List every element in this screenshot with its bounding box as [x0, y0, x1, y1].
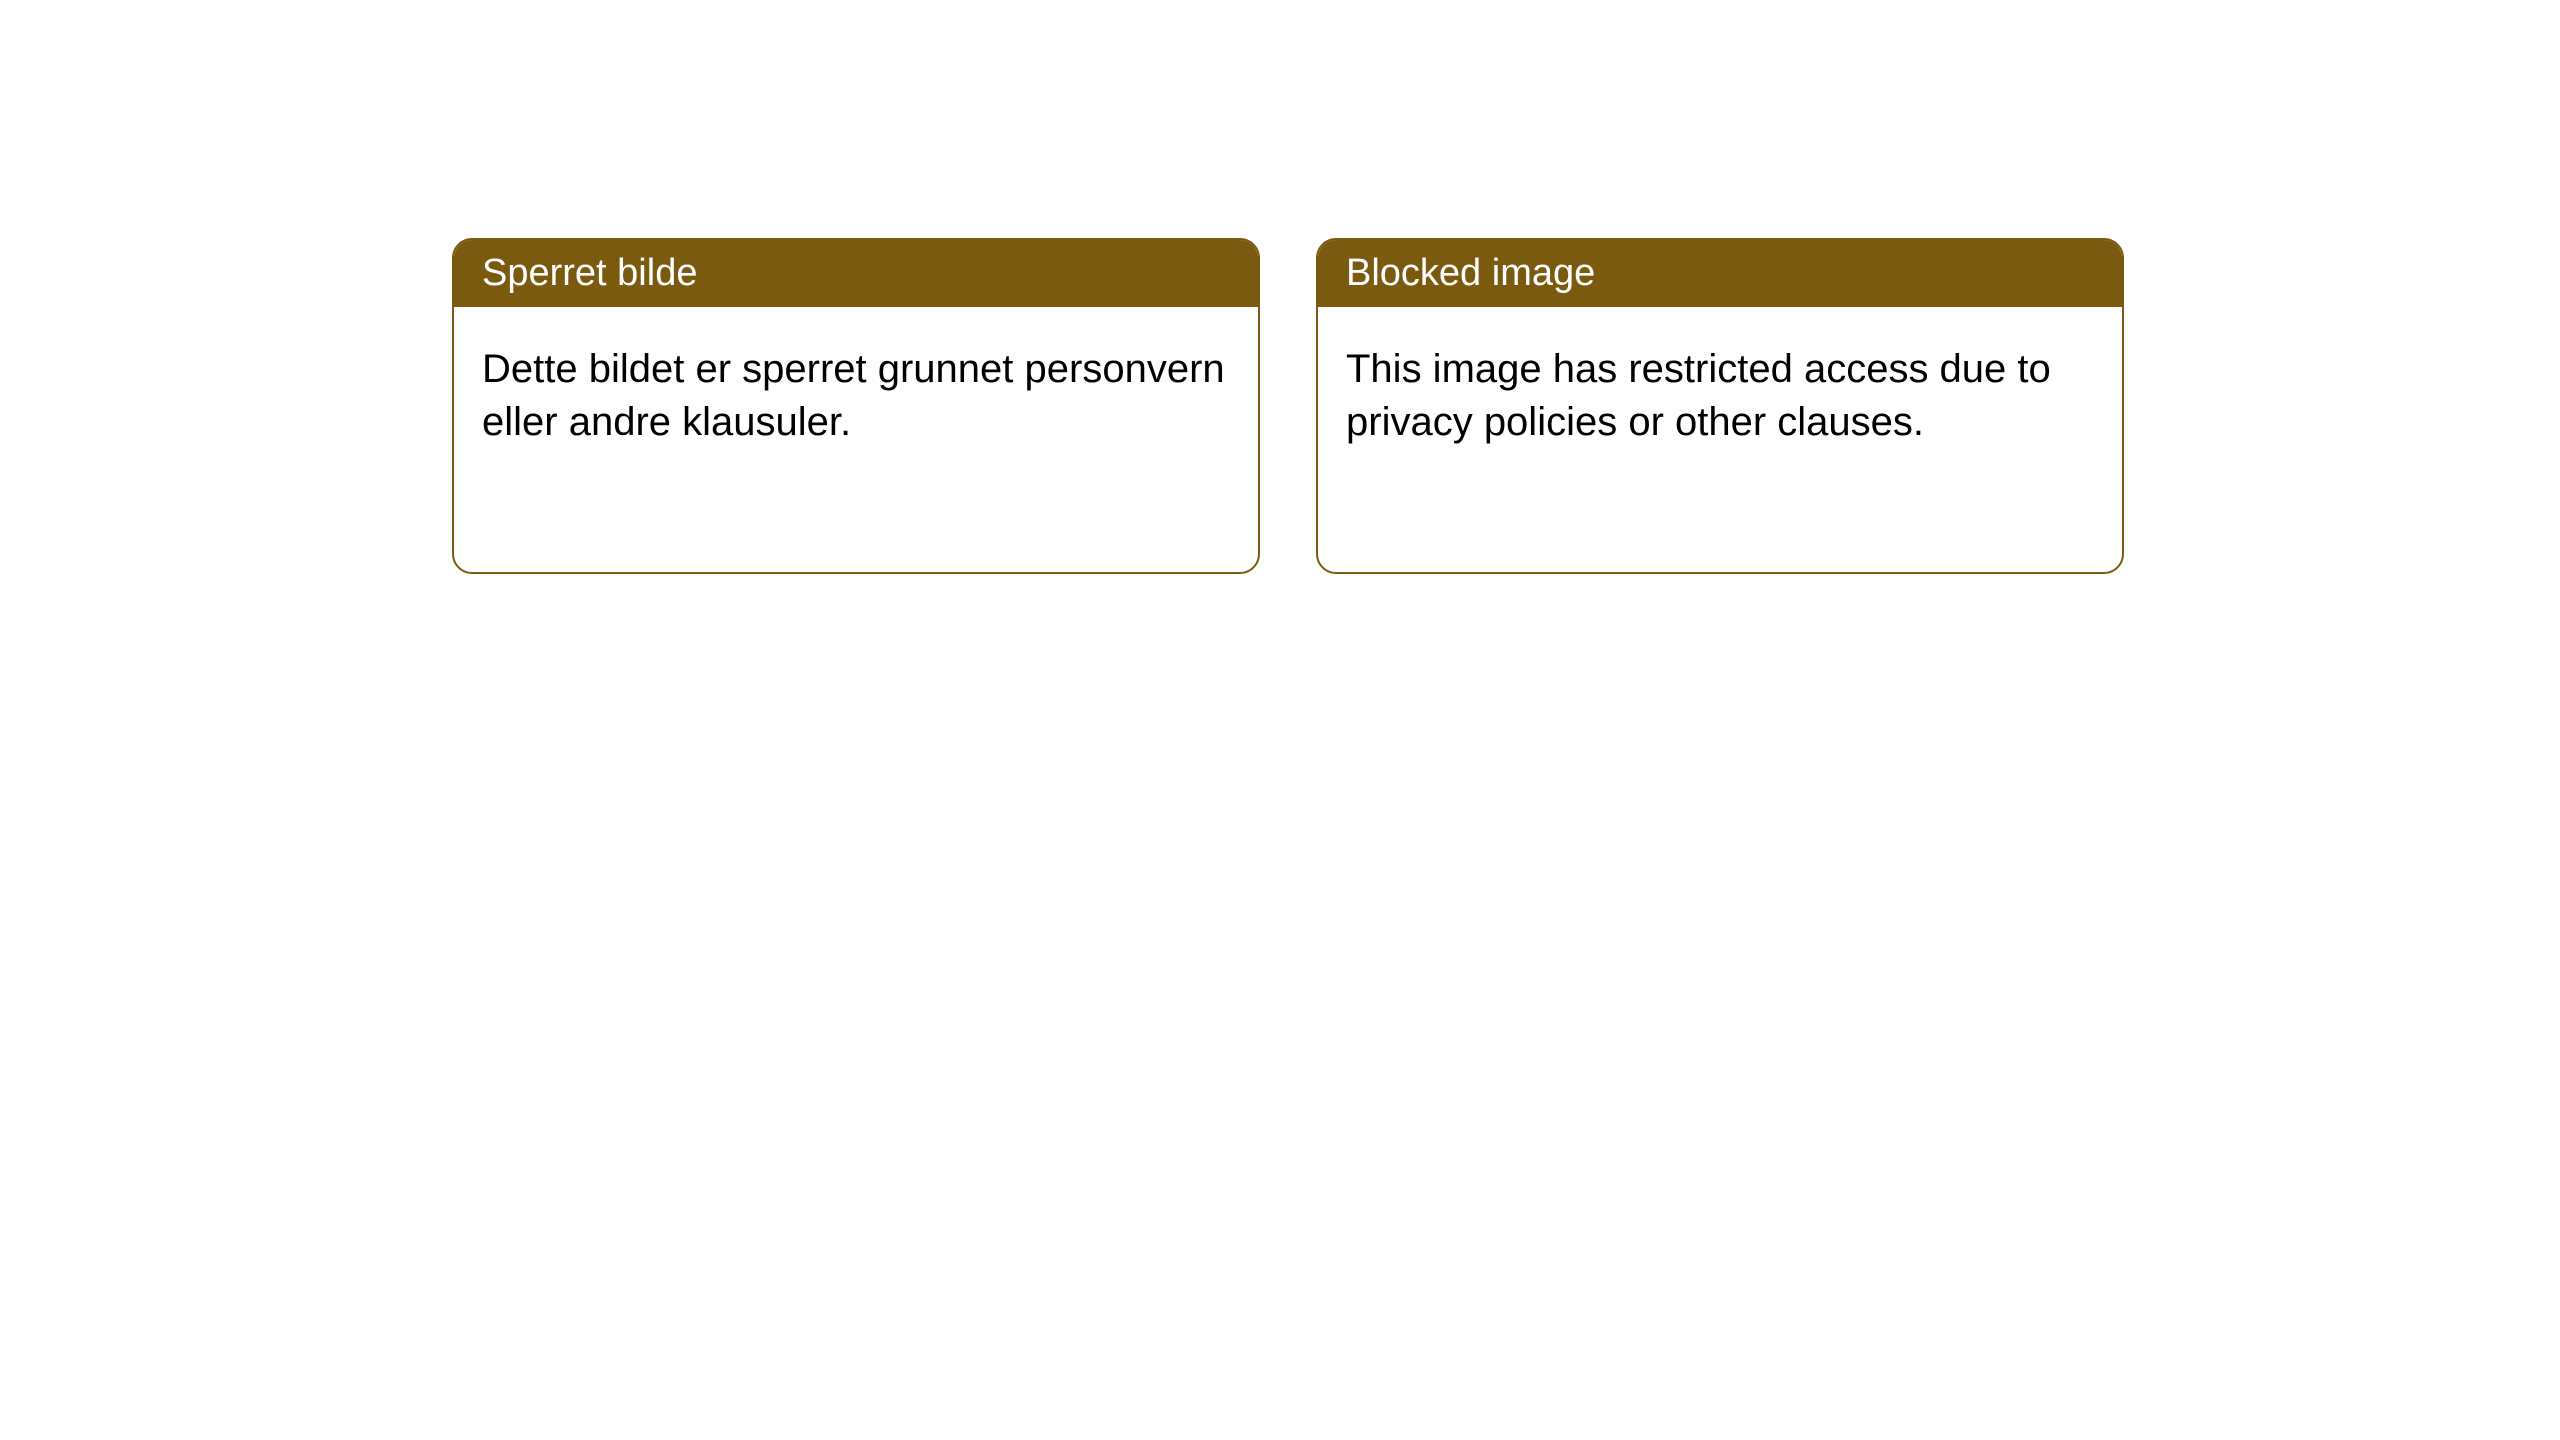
notice-card-english: Blocked image This image has restricted …: [1316, 238, 2124, 574]
notice-card-title: Sperret bilde: [454, 240, 1258, 307]
notice-cards-container: Sperret bilde Dette bildet er sperret gr…: [452, 238, 2124, 574]
notice-card-message: This image has restricted access due to …: [1318, 307, 2122, 485]
notice-card-title: Blocked image: [1318, 240, 2122, 307]
notice-card-message: Dette bildet er sperret grunnet personve…: [454, 307, 1258, 485]
notice-card-norwegian: Sperret bilde Dette bildet er sperret gr…: [452, 238, 1260, 574]
